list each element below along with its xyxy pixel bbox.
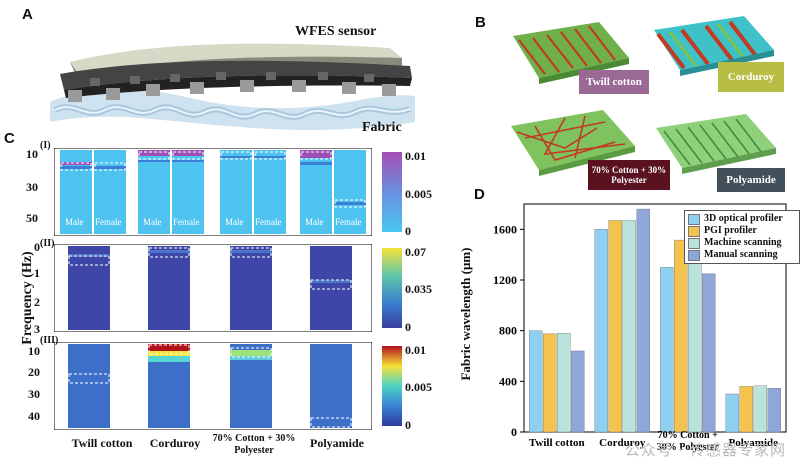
x-tick-label: Corduroy xyxy=(599,437,646,449)
bar xyxy=(636,208,650,433)
gender-label-male: Male xyxy=(143,217,162,227)
sub1-tick: 30 xyxy=(26,180,38,194)
plot-frame xyxy=(523,203,787,433)
sub3-tick: 30 xyxy=(28,387,40,401)
colorbar3-tick: 0.005 xyxy=(405,380,432,394)
bar xyxy=(725,393,739,433)
sub3-label: (III) xyxy=(40,335,59,346)
gender-label-female: Female xyxy=(335,217,362,227)
sub3-tick: 40 xyxy=(28,409,40,423)
panel-a-letter: A xyxy=(22,6,33,23)
legend-label: 3D optical profiler xyxy=(704,213,783,224)
bar xyxy=(543,333,557,433)
legend-swatch xyxy=(688,249,700,261)
sub2-tick: 3 xyxy=(34,322,40,336)
panel-b-letter: B xyxy=(475,14,486,31)
twill-cotton-surface xyxy=(513,22,629,84)
legend-entry: Manual scanning xyxy=(688,249,796,261)
colorbar1-tick: 0.005 xyxy=(405,187,432,201)
y-tick-label: 800 xyxy=(499,324,517,338)
bar xyxy=(571,350,585,433)
colorbar-sub3 xyxy=(382,346,402,426)
sensor-stack xyxy=(60,43,412,102)
colorbar1-tick: 0 xyxy=(405,224,411,238)
colorbar3-tick: 0 xyxy=(405,418,411,432)
polyamide-surface xyxy=(656,114,776,174)
bar xyxy=(622,220,636,433)
twill-cotton-tag: Twill cotton xyxy=(579,70,649,94)
panel-d-letter: D xyxy=(474,186,485,203)
heatmap-sub3 xyxy=(54,342,372,430)
x-tick-label: Twill cotton xyxy=(529,437,585,449)
corduroy-tag: Corduroy xyxy=(718,62,784,92)
fabric-strand xyxy=(50,88,415,130)
c-xlabel-corduroy: Corduroy xyxy=(149,436,201,450)
wavelength-bar-chart: 0 400 800 1200 1600 Twill cotton Corduroy 70% C… xyxy=(493,203,787,453)
polyamide-tag: Polyamide xyxy=(717,168,785,192)
c-xlabel-cotton-poly: 70% Cotton + 30% Polyester xyxy=(212,433,296,456)
legend-label: PGI profiler xyxy=(704,225,757,236)
chart-legend: 3D optical profiler PGI profiler Machine s… xyxy=(684,210,800,264)
colorbar3-tick: 0.01 xyxy=(405,343,426,357)
y-tick-label: 1600 xyxy=(493,222,517,236)
x-tick-label: 70% Cotton +30% Polyester xyxy=(657,430,719,453)
colorbar1-tick: 0.01 xyxy=(405,149,426,163)
legend-entry: Machine scanning xyxy=(688,237,796,249)
sub3-tick: 10 xyxy=(28,344,40,358)
colorbar-sub1 xyxy=(382,152,402,232)
sub2-tick: 1 xyxy=(34,266,40,280)
bar xyxy=(767,388,781,433)
bar xyxy=(557,332,571,433)
legend-entry: PGI profiler xyxy=(688,225,796,237)
gender-label-female: Female xyxy=(255,217,282,227)
y-tick-label: 400 xyxy=(499,374,517,388)
c-xlabel-polyamide: Polyamide xyxy=(310,436,364,450)
bar xyxy=(660,267,674,433)
bar xyxy=(608,220,622,433)
fabric-label: Fabric xyxy=(362,120,402,135)
corduroy-hot-band xyxy=(148,344,190,362)
y-tick-label: 0 xyxy=(511,425,517,439)
gender-label-female: Female xyxy=(95,217,122,227)
bar xyxy=(674,239,688,433)
colorbar2-tick: 0.035 xyxy=(405,282,432,296)
colorbar2-tick: 0.07 xyxy=(405,245,426,259)
sub3-tick: 20 xyxy=(28,365,40,379)
bar xyxy=(529,330,543,433)
legend-entry: 3D optical profiler xyxy=(688,213,796,225)
cotton-polyester-tag: 70% Cotton + 30% Polyester xyxy=(588,160,670,190)
cotton-polyester-surface xyxy=(511,110,635,176)
panel-c-letter: C xyxy=(4,130,15,147)
gender-label-female: Female xyxy=(173,217,200,227)
sub2-tick: 0 xyxy=(34,240,40,254)
bar xyxy=(739,386,753,433)
heatmap-sub2 xyxy=(54,244,372,332)
gender-label-male: Male xyxy=(225,217,244,227)
sub2-label: (II) xyxy=(40,238,55,249)
legend-swatch xyxy=(688,213,700,225)
bar xyxy=(702,273,716,433)
legend-label: Machine scanning xyxy=(704,237,782,248)
bar xyxy=(594,229,608,433)
sub1-tick: 50 xyxy=(26,211,38,225)
y-tick-label: 1200 xyxy=(493,273,517,287)
gender-label-male: Male xyxy=(305,217,324,227)
x-tick-label: Polyamide xyxy=(729,437,779,449)
sub1-tick: 10 xyxy=(26,147,38,161)
sub2-tick: 2 xyxy=(34,295,40,309)
sub1-label: (I) xyxy=(40,140,51,151)
gender-label-male: Male xyxy=(65,217,84,227)
colorbar2-tick: 0 xyxy=(405,320,411,334)
wfes-sensor-label: WFES sensor xyxy=(295,24,377,39)
wfes-sensor-illustration xyxy=(50,43,415,130)
legend-label: Manual scanning xyxy=(704,249,778,260)
watermark-text: 公众号 · 传感器专家网 xyxy=(624,441,786,459)
colorbar-sub2 xyxy=(382,248,402,328)
heatmap-sub1 xyxy=(54,148,372,236)
c-xlabel-twill: Twill cotton xyxy=(71,436,133,450)
bar xyxy=(688,259,702,433)
legend-swatch xyxy=(688,225,700,237)
legend-swatch xyxy=(688,237,700,249)
bar xyxy=(753,385,767,433)
